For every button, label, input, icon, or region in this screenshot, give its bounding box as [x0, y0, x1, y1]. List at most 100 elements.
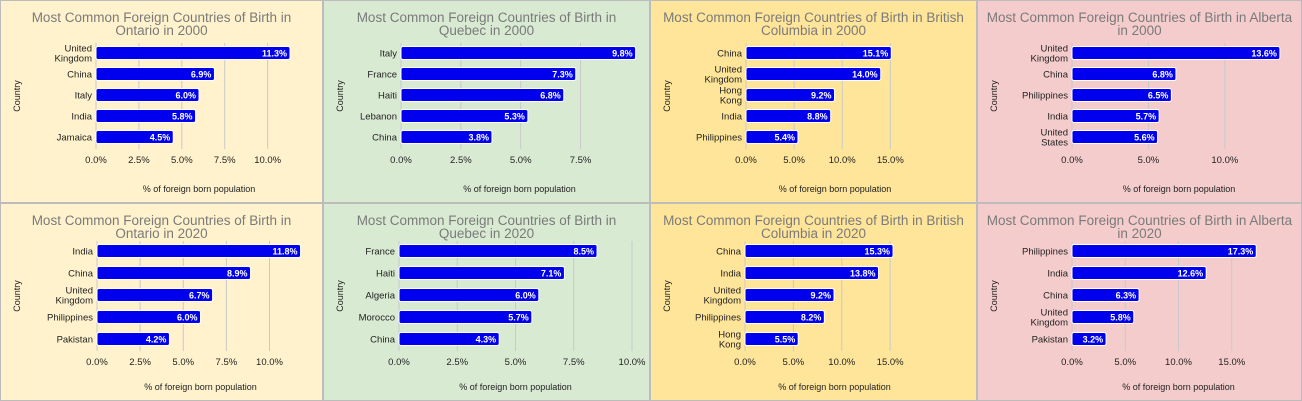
category-label: Italy [75, 90, 93, 101]
bar-value-label: 3.2% [1083, 334, 1104, 344]
y-axis-label: Country [12, 80, 22, 112]
x-tick-label: 15.0% [1218, 357, 1245, 368]
x-axis-label: % of foreign born population [463, 184, 576, 194]
x-tick-label: 0.0% [388, 357, 410, 368]
category-label: Morocco [359, 312, 395, 323]
bar-chart: 0.0% 2.5% 5.0% 7.5% 10.0% 11.3% United Kingdom 6… [12, 43, 291, 194]
chart-title: Most Common Foreign Countries of Birth i… [356, 213, 617, 241]
chart-panel: Most Common Foreign Countries of Birth i… [977, 0, 1302, 203]
bar-value-label: 6.0% [177, 312, 198, 322]
category-label: Philippines [695, 312, 741, 323]
bar [1071, 67, 1177, 81]
x-axis-label: % of foreign born population [144, 382, 257, 392]
y-axis-label: Country [335, 80, 345, 112]
bar [398, 266, 565, 280]
x-axis-label: % of foreign born population [779, 184, 892, 194]
x-tick-label: 7.5% [216, 357, 238, 368]
bar [398, 332, 500, 346]
bar [400, 46, 637, 60]
bar [95, 130, 174, 144]
bar-value-label: 6.9% [191, 69, 212, 79]
category-label: China [67, 69, 93, 80]
chart-panel: Most Common Foreign Countries of Birth i… [323, 0, 650, 203]
x-tick-label: 2.5% [450, 155, 472, 166]
x-tick-label: 10.0% [1165, 357, 1192, 368]
bar [95, 88, 200, 102]
bar [96, 288, 214, 302]
bar [744, 332, 799, 346]
x-tick-label: 5.0% [510, 155, 532, 166]
bar-chart: 0.0% 2.5% 5.0% 7.5% 10.0% 8.5% France 7.1% Haiti… [335, 241, 646, 392]
chart-title: Most Common Foreign Countries of Birth i… [663, 213, 964, 241]
category-label: Lebanon [360, 111, 397, 122]
bar [744, 288, 835, 302]
category-label: Pakistan [1032, 334, 1068, 345]
chart-title: Most Common Foreign Countries of Birth i… [663, 10, 964, 38]
bar [96, 266, 252, 280]
x-tick-label: 15.0% [877, 357, 904, 368]
bar [1071, 244, 1257, 258]
bar-chart: 0.0% 5.0% 10.0% 15.0% 15.3% China 13.8% India 9.… [662, 241, 904, 392]
bar-value-label: 5.6% [1134, 132, 1155, 142]
bar-value-label: 6.0% [515, 290, 536, 300]
bar [744, 310, 825, 324]
bar [1071, 46, 1281, 60]
bar [745, 67, 882, 81]
chart-title: Most Common Foreign Countries of Birth i… [31, 10, 292, 38]
x-tick-label: 0.0% [1061, 155, 1083, 166]
category-label: France [365, 246, 395, 257]
bar [400, 88, 565, 102]
bar-value-label: 5.8% [1110, 312, 1131, 322]
bar-chart: 0.0% 2.5% 5.0% 7.5% 9.8% Italy 7.3% France 6.8% H… [335, 43, 637, 194]
category-label: Hong Kong [718, 329, 741, 350]
bar [745, 130, 799, 144]
bar-chart: 0.0% 5.0% 10.0% 13.6% United Kingdom 6.8% China… [989, 43, 1281, 194]
bar-value-label: 8.8% [807, 111, 828, 121]
category-label: United States [1041, 127, 1069, 148]
bar [744, 266, 880, 280]
chart-panel: Most Common Foreign Countries of Birth i… [650, 0, 977, 203]
bar-value-label: 9.2% [811, 90, 832, 100]
category-label: India [1047, 111, 1068, 122]
bar [400, 67, 577, 81]
bar-value-label: 4.2% [146, 334, 167, 344]
category-label: China [716, 246, 742, 257]
chart-panel: Most Common Foreign Countries of Birth i… [323, 203, 650, 401]
bar-value-label: 4.3% [476, 334, 497, 344]
category-label: Pakistan [57, 334, 93, 345]
bar [95, 46, 291, 60]
x-tick-label: 0.0% [735, 155, 757, 166]
chart-title: Most Common Foreign Countries of Birth i… [986, 10, 1293, 38]
y-axis-label: Country [989, 280, 999, 312]
category-label: United Kingdom [704, 285, 742, 306]
bar-value-label: 6.0% [175, 90, 196, 100]
category-label: United Kingdom [705, 64, 743, 85]
x-tick-label: 10.0% [828, 357, 855, 368]
bar [96, 332, 170, 346]
category-label: United Kingdom [56, 285, 94, 306]
bar [400, 130, 493, 144]
chart-title: Most Common Foreign Countries of Birth i… [986, 213, 1293, 241]
bar-value-label: 15.1% [863, 48, 889, 58]
bar [96, 310, 201, 324]
bar [96, 244, 302, 258]
x-tick-label: 10.0% [1211, 155, 1238, 166]
x-tick-label: 2.5% [128, 155, 150, 166]
bar-value-label: 13.8% [850, 268, 876, 278]
x-tick-label: 7.5% [563, 357, 585, 368]
y-axis-label: Country [662, 280, 672, 312]
x-tick-label: 10.0% [829, 155, 856, 166]
bar [95, 67, 215, 81]
x-tick-label: 0.0% [85, 155, 107, 166]
x-tick-label: 7.5% [570, 155, 592, 166]
x-tick-label: 5.0% [783, 357, 805, 368]
bar [745, 88, 836, 102]
category-label: China [717, 48, 743, 59]
x-tick-label: 0.0% [734, 357, 756, 368]
x-tick-label: 5.0% [172, 357, 194, 368]
category-label: China [370, 334, 396, 345]
x-tick-label: 5.0% [783, 155, 805, 166]
bar-value-label: 6.8% [1152, 69, 1173, 79]
bar-chart: 0.0% 2.5% 5.0% 7.5% 10.0% 11.8% India 8.9% China… [12, 241, 302, 392]
bar-value-label: 15.3% [865, 246, 891, 256]
